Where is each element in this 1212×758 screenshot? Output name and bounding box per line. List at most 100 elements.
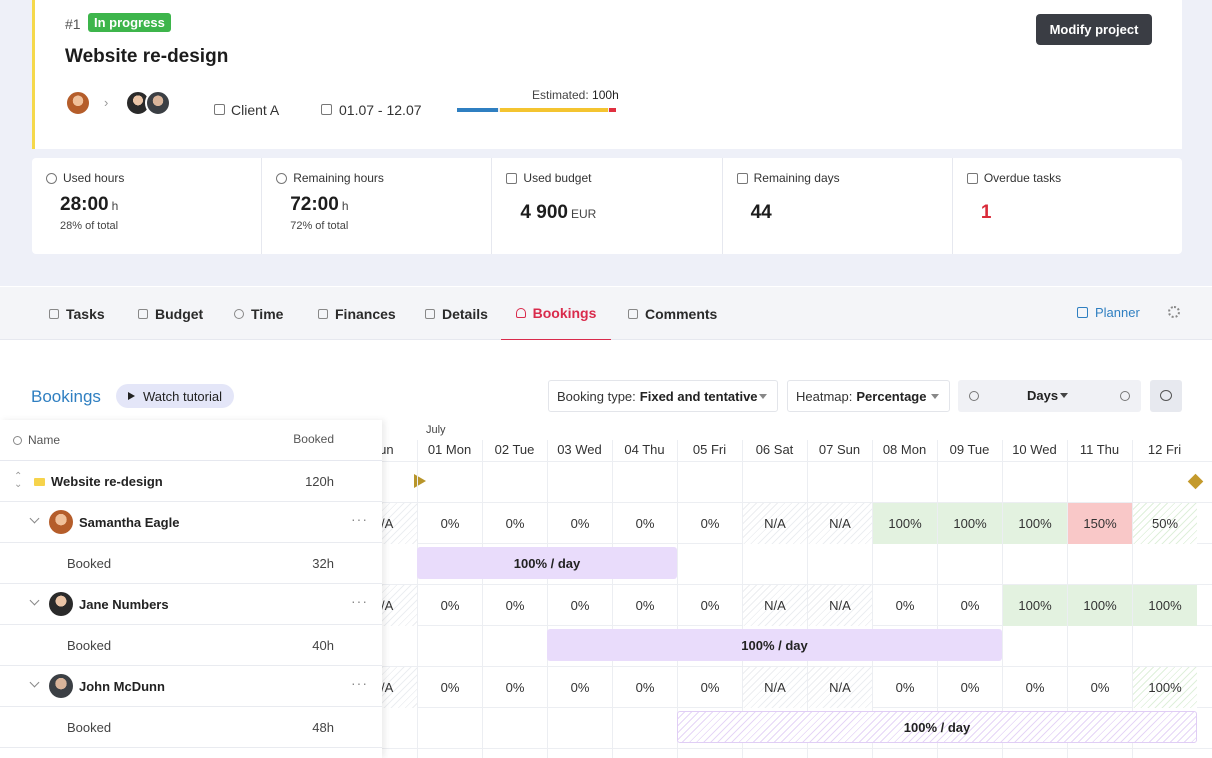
- heatmap-cell[interactable]: N/A: [743, 503, 807, 544]
- grid-line: [677, 440, 678, 758]
- booking-bar[interactable]: 100% / day: [417, 547, 677, 579]
- heatmap-cell[interactable]: 0%: [570, 680, 590, 695]
- day-header: 04 Thu: [624, 442, 665, 457]
- planner-link[interactable]: Planner: [1077, 305, 1140, 320]
- heatmap-select[interactable]: Heatmap: Percentage: [787, 380, 950, 412]
- month-label: July: [426, 424, 446, 436]
- day-header: 05 Fri: [692, 442, 727, 457]
- day-header: 10 Wed: [1012, 442, 1057, 457]
- grid-line: [417, 440, 418, 758]
- heatmap-cell[interactable]: 100%: [1133, 667, 1197, 708]
- zoom-out-icon[interactable]: [969, 391, 979, 401]
- tab-budget[interactable]: Budget: [138, 287, 203, 340]
- chevron-down-icon[interactable]: [29, 677, 40, 688]
- tab-comments[interactable]: Comments: [628, 287, 717, 340]
- heatmap-cell[interactable]: 0%: [505, 680, 525, 695]
- heatmap-cell[interactable]: 0%: [960, 598, 980, 613]
- heatmap-cell[interactable]: 0%: [570, 598, 590, 613]
- building-icon: [214, 104, 225, 115]
- watch-tutorial-button[interactable]: Watch tutorial: [116, 384, 234, 408]
- more-icon[interactable]: ···: [351, 511, 368, 527]
- booking-bar[interactable]: 100% / day: [547, 629, 1002, 661]
- owner-avatar[interactable]: [65, 90, 91, 116]
- heatmap-cell[interactable]: N/A: [808, 503, 872, 544]
- heatmap-cell[interactable]: 0%: [635, 680, 655, 695]
- heatmap-cell[interactable]: 0%: [700, 598, 720, 613]
- estimate-progress-bar: [457, 108, 616, 112]
- tab-details[interactable]: Details: [425, 287, 488, 340]
- money-icon: [506, 173, 518, 184]
- project-end-marker: [1187, 473, 1204, 490]
- heatmap-cell[interactable]: 0%: [895, 680, 915, 695]
- money-icon: [318, 308, 328, 319]
- day-header: 02 Tue: [494, 442, 535, 457]
- person-row[interactable]: John McDunn ···: [0, 666, 382, 707]
- play-icon: [128, 392, 135, 400]
- tab-finances[interactable]: Finances: [318, 287, 396, 340]
- grid-line: [547, 440, 548, 758]
- heatmap-cell[interactable]: 100%: [1003, 585, 1067, 626]
- member-avatar[interactable]: [145, 90, 171, 116]
- heatmap-cell[interactable]: 0%: [700, 516, 720, 531]
- heatmap-cell[interactable]: 50%: [1133, 503, 1197, 544]
- check-icon: [966, 173, 978, 184]
- tab-bar: Tasks Budget Time Finances Details Booki…: [0, 287, 1212, 340]
- bookings-title: Bookings: [31, 387, 101, 406]
- project-card: #1 In progress Website re-design Modify …: [32, 0, 1182, 149]
- heatmap-cell[interactable]: 0%: [960, 680, 980, 695]
- gear-icon[interactable]: [1168, 306, 1180, 318]
- grid-line: [1002, 440, 1003, 758]
- heatmap-cell[interactable]: 0%: [635, 516, 655, 531]
- heatmap-cell[interactable]: 100%: [938, 503, 1002, 544]
- person-row[interactable]: Samantha Eagle ···: [0, 502, 382, 543]
- heatmap-cell[interactable]: 0%: [570, 516, 590, 531]
- planner-icon: [1077, 307, 1088, 318]
- zoom-in-icon[interactable]: [1120, 391, 1130, 401]
- stat-remaining-hours: Remaining hours 72:00 h 72% of total: [262, 158, 493, 254]
- more-icon[interactable]: ···: [351, 593, 368, 609]
- stat-overdue-tasks: Overdue tasks 1: [953, 158, 1182, 254]
- tab-time[interactable]: Time: [234, 287, 283, 340]
- heatmap-cell[interactable]: 0%: [700, 680, 720, 695]
- heatmap-cell[interactable]: 100%: [873, 503, 937, 544]
- heatmap-cell[interactable]: N/A: [808, 667, 872, 708]
- modify-project-button[interactable]: Modify project: [1036, 14, 1152, 45]
- grid-line: [382, 461, 1212, 462]
- heatmap-cell[interactable]: 0%: [440, 516, 460, 531]
- heatmap-cell[interactable]: 100%: [1133, 585, 1197, 626]
- person-icon: [515, 308, 526, 318]
- zoom-level-select[interactable]: Days: [1027, 388, 1059, 403]
- heatmap-cell[interactable]: 0%: [1090, 680, 1110, 695]
- heatmap-cell[interactable]: 0%: [440, 680, 460, 695]
- grid-line: [382, 502, 1212, 503]
- stat-remaining-days: Remaining days 44: [723, 158, 953, 254]
- heatmap-cell[interactable]: N/A: [808, 585, 872, 626]
- project-row[interactable]: ⌃ ⌄ Website re-design 120h: [0, 461, 382, 502]
- tab-tasks[interactable]: Tasks: [49, 287, 105, 340]
- heatmap-cell[interactable]: 0%: [440, 598, 460, 613]
- heatmap-cell[interactable]: 0%: [1025, 680, 1045, 695]
- person-row[interactable]: Jane Numbers ···: [0, 584, 382, 625]
- heatmap-cell[interactable]: 0%: [895, 598, 915, 613]
- heatmap-cell[interactable]: 0%: [505, 598, 525, 613]
- resource-list: Name Booked ⌃ ⌄ Website re-design 120h Sa…: [0, 420, 382, 758]
- heatmap-cell[interactable]: N/A: [743, 585, 807, 626]
- chevron-down-icon: [931, 394, 939, 399]
- chevron-down-icon[interactable]: [29, 513, 40, 524]
- more-icon[interactable]: ···: [351, 675, 368, 691]
- heatmap-cell[interactable]: 0%: [505, 516, 525, 531]
- folder-icon: [34, 478, 45, 486]
- comments-button[interactable]: [1150, 380, 1182, 412]
- grid-line: [482, 440, 483, 758]
- heatmap-cell[interactable]: 150%: [1068, 503, 1132, 544]
- name-column-header[interactable]: Name: [13, 433, 60, 447]
- tab-bookings[interactable]: Bookings: [501, 287, 611, 340]
- chevron-down-icon[interactable]: [29, 595, 40, 606]
- heatmap-cell[interactable]: 100%: [1068, 585, 1132, 626]
- heatmap-cell[interactable]: 100%: [1003, 503, 1067, 544]
- booking-bar[interactable]: 100% / day: [677, 711, 1197, 743]
- check-icon: [49, 308, 59, 319]
- heatmap-cell[interactable]: N/A: [743, 667, 807, 708]
- heatmap-cell[interactable]: 0%: [635, 598, 655, 613]
- booking-type-select[interactable]: Booking type: Fixed and tentative: [548, 380, 778, 412]
